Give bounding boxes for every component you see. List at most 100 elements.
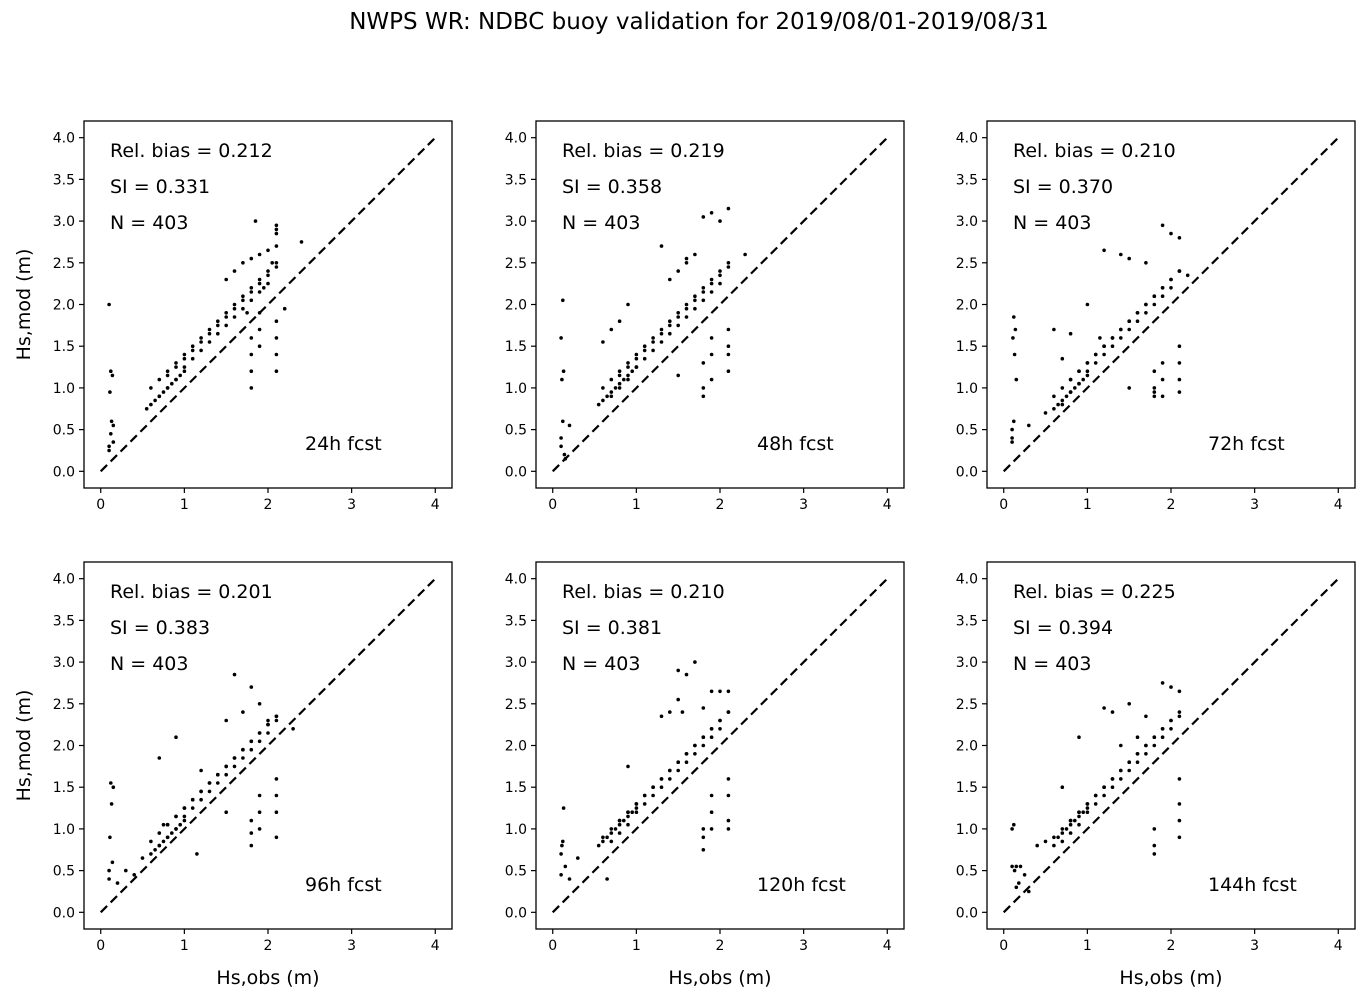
- data-point: [1135, 735, 1140, 739]
- data-point: [676, 311, 680, 315]
- data-point: [149, 386, 153, 390]
- data-point: [1127, 386, 1131, 390]
- data-point: [1152, 852, 1157, 856]
- data-point: [274, 231, 279, 236]
- y-tick-label: 2.0: [505, 739, 527, 755]
- y-tick-label: 0.5: [956, 423, 978, 439]
- y-tick-label: 0.5: [505, 864, 527, 880]
- data-point: [668, 777, 672, 781]
- data-point: [596, 402, 601, 407]
- data-point: [726, 827, 731, 831]
- data-point: [634, 806, 639, 810]
- data-point: [257, 252, 262, 257]
- data-point: [266, 722, 270, 727]
- data-point: [701, 290, 706, 294]
- data-point: [1043, 839, 1048, 844]
- data-point: [676, 373, 680, 378]
- data-point: [157, 377, 162, 382]
- data-point: [718, 273, 722, 278]
- data-point: [676, 768, 680, 773]
- y-tick-label: 0.0: [956, 905, 978, 921]
- data-point: [165, 835, 170, 840]
- data-point: [726, 777, 731, 781]
- data-point: [1064, 394, 1069, 399]
- data-point: [165, 386, 170, 390]
- data-point: [249, 843, 254, 848]
- data-point: [1127, 702, 1131, 706]
- data-point: [642, 356, 647, 361]
- data-point: [132, 873, 136, 877]
- data-point: [161, 839, 166, 844]
- y-tick-label: 2.5: [956, 256, 978, 272]
- data-point: [1052, 407, 1056, 411]
- data-point: [609, 827, 614, 831]
- data-point: [174, 361, 178, 365]
- x-tick-label: 4: [431, 497, 440, 513]
- data-point: [634, 352, 639, 357]
- data-point: [153, 398, 157, 403]
- data-point: [1110, 336, 1115, 340]
- data-point: [1068, 831, 1073, 835]
- data-point: [249, 286, 254, 290]
- data-point: [701, 743, 706, 748]
- y-tick-label: 3.5: [505, 172, 527, 188]
- data-point: [642, 802, 647, 806]
- y-tick-label: 3.5: [956, 613, 978, 629]
- data-point: [1052, 394, 1056, 399]
- data-point: [1152, 394, 1157, 399]
- data-point: [224, 772, 228, 777]
- data-point: [1060, 827, 1065, 831]
- y-tick-label: 0.5: [53, 864, 75, 880]
- data-point: [232, 764, 237, 769]
- data-point: [1135, 319, 1140, 324]
- data-point: [1077, 735, 1081, 739]
- data-point: [709, 281, 714, 286]
- data-point: [1093, 802, 1098, 806]
- data-point: [274, 793, 279, 798]
- data-point: [559, 873, 563, 877]
- data-point: [567, 423, 572, 428]
- data-point: [1085, 802, 1090, 806]
- y-tick-label: 3.0: [956, 214, 978, 230]
- data-point: [561, 806, 566, 810]
- data-point: [726, 352, 731, 357]
- data-point: [1119, 777, 1123, 781]
- y-tick-label: 1.0: [53, 381, 75, 397]
- data-point: [680, 710, 685, 714]
- data-point: [626, 373, 630, 378]
- data-point: [601, 839, 605, 844]
- data-point: [157, 394, 162, 399]
- data-point: [559, 436, 563, 440]
- x-tick-label: 2: [716, 497, 725, 513]
- x-tick-label: 3: [347, 938, 356, 954]
- y-tick-label: 3.0: [505, 655, 527, 671]
- data-point: [1098, 336, 1102, 340]
- si-annotation: SI = 0.331: [110, 176, 210, 198]
- data-point: [1093, 793, 1098, 798]
- data-point: [182, 369, 187, 374]
- data-point: [1152, 743, 1157, 748]
- n-annotation: N = 403: [110, 653, 188, 675]
- data-point: [601, 386, 605, 390]
- reference-line: [1002, 136, 1340, 473]
- data-point: [1119, 327, 1123, 332]
- forecast-label: 72h fcst: [1208, 433, 1285, 455]
- x-tick-label: 3: [1250, 938, 1259, 954]
- y-tick-label: 1.0: [505, 381, 527, 397]
- data-point: [199, 340, 203, 344]
- data-point: [1144, 714, 1148, 719]
- data-point: [617, 319, 622, 324]
- data-point: [659, 244, 664, 248]
- data-point: [107, 868, 111, 873]
- data-point: [249, 256, 254, 261]
- data-point: [693, 660, 697, 664]
- data-point: [601, 398, 605, 403]
- data-point: [626, 377, 630, 382]
- data-point: [282, 306, 287, 311]
- data-point: [1177, 777, 1182, 781]
- data-point: [216, 331, 220, 336]
- data-point: [245, 311, 249, 315]
- data-point: [161, 390, 166, 394]
- data-point: [613, 827, 618, 831]
- x-tick-label: 1: [632, 938, 641, 954]
